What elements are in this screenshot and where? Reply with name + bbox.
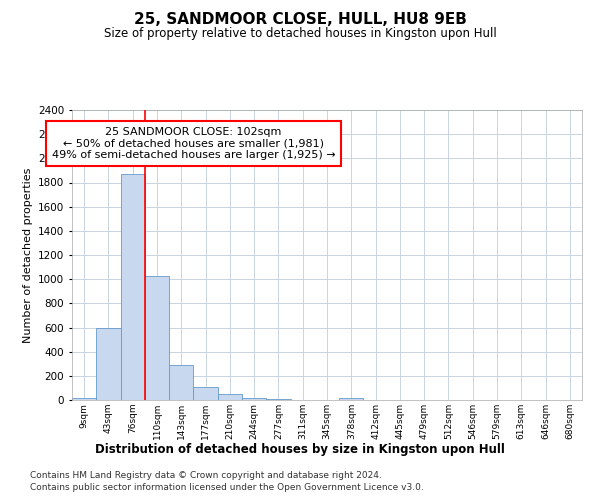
Text: Size of property relative to detached houses in Kingston upon Hull: Size of property relative to detached ho… bbox=[104, 28, 496, 40]
Y-axis label: Number of detached properties: Number of detached properties bbox=[23, 168, 32, 342]
Text: Contains HM Land Registry data © Crown copyright and database right 2024.: Contains HM Land Registry data © Crown c… bbox=[30, 471, 382, 480]
Bar bbox=[72, 398, 96, 400]
Bar bbox=[121, 174, 145, 400]
Bar bbox=[242, 398, 266, 400]
Bar bbox=[169, 365, 193, 400]
Text: 25 SANDMOOR CLOSE: 102sqm
← 50% of detached houses are smaller (1,981)
49% of se: 25 SANDMOOR CLOSE: 102sqm ← 50% of detac… bbox=[52, 127, 335, 160]
Bar bbox=[193, 386, 218, 400]
Bar bbox=[218, 394, 242, 400]
Bar bbox=[96, 328, 121, 400]
Bar bbox=[339, 398, 364, 400]
Bar bbox=[145, 276, 169, 400]
Text: Distribution of detached houses by size in Kingston upon Hull: Distribution of detached houses by size … bbox=[95, 442, 505, 456]
Text: 25, SANDMOOR CLOSE, HULL, HU8 9EB: 25, SANDMOOR CLOSE, HULL, HU8 9EB bbox=[134, 12, 466, 28]
Text: Contains public sector information licensed under the Open Government Licence v3: Contains public sector information licen… bbox=[30, 484, 424, 492]
